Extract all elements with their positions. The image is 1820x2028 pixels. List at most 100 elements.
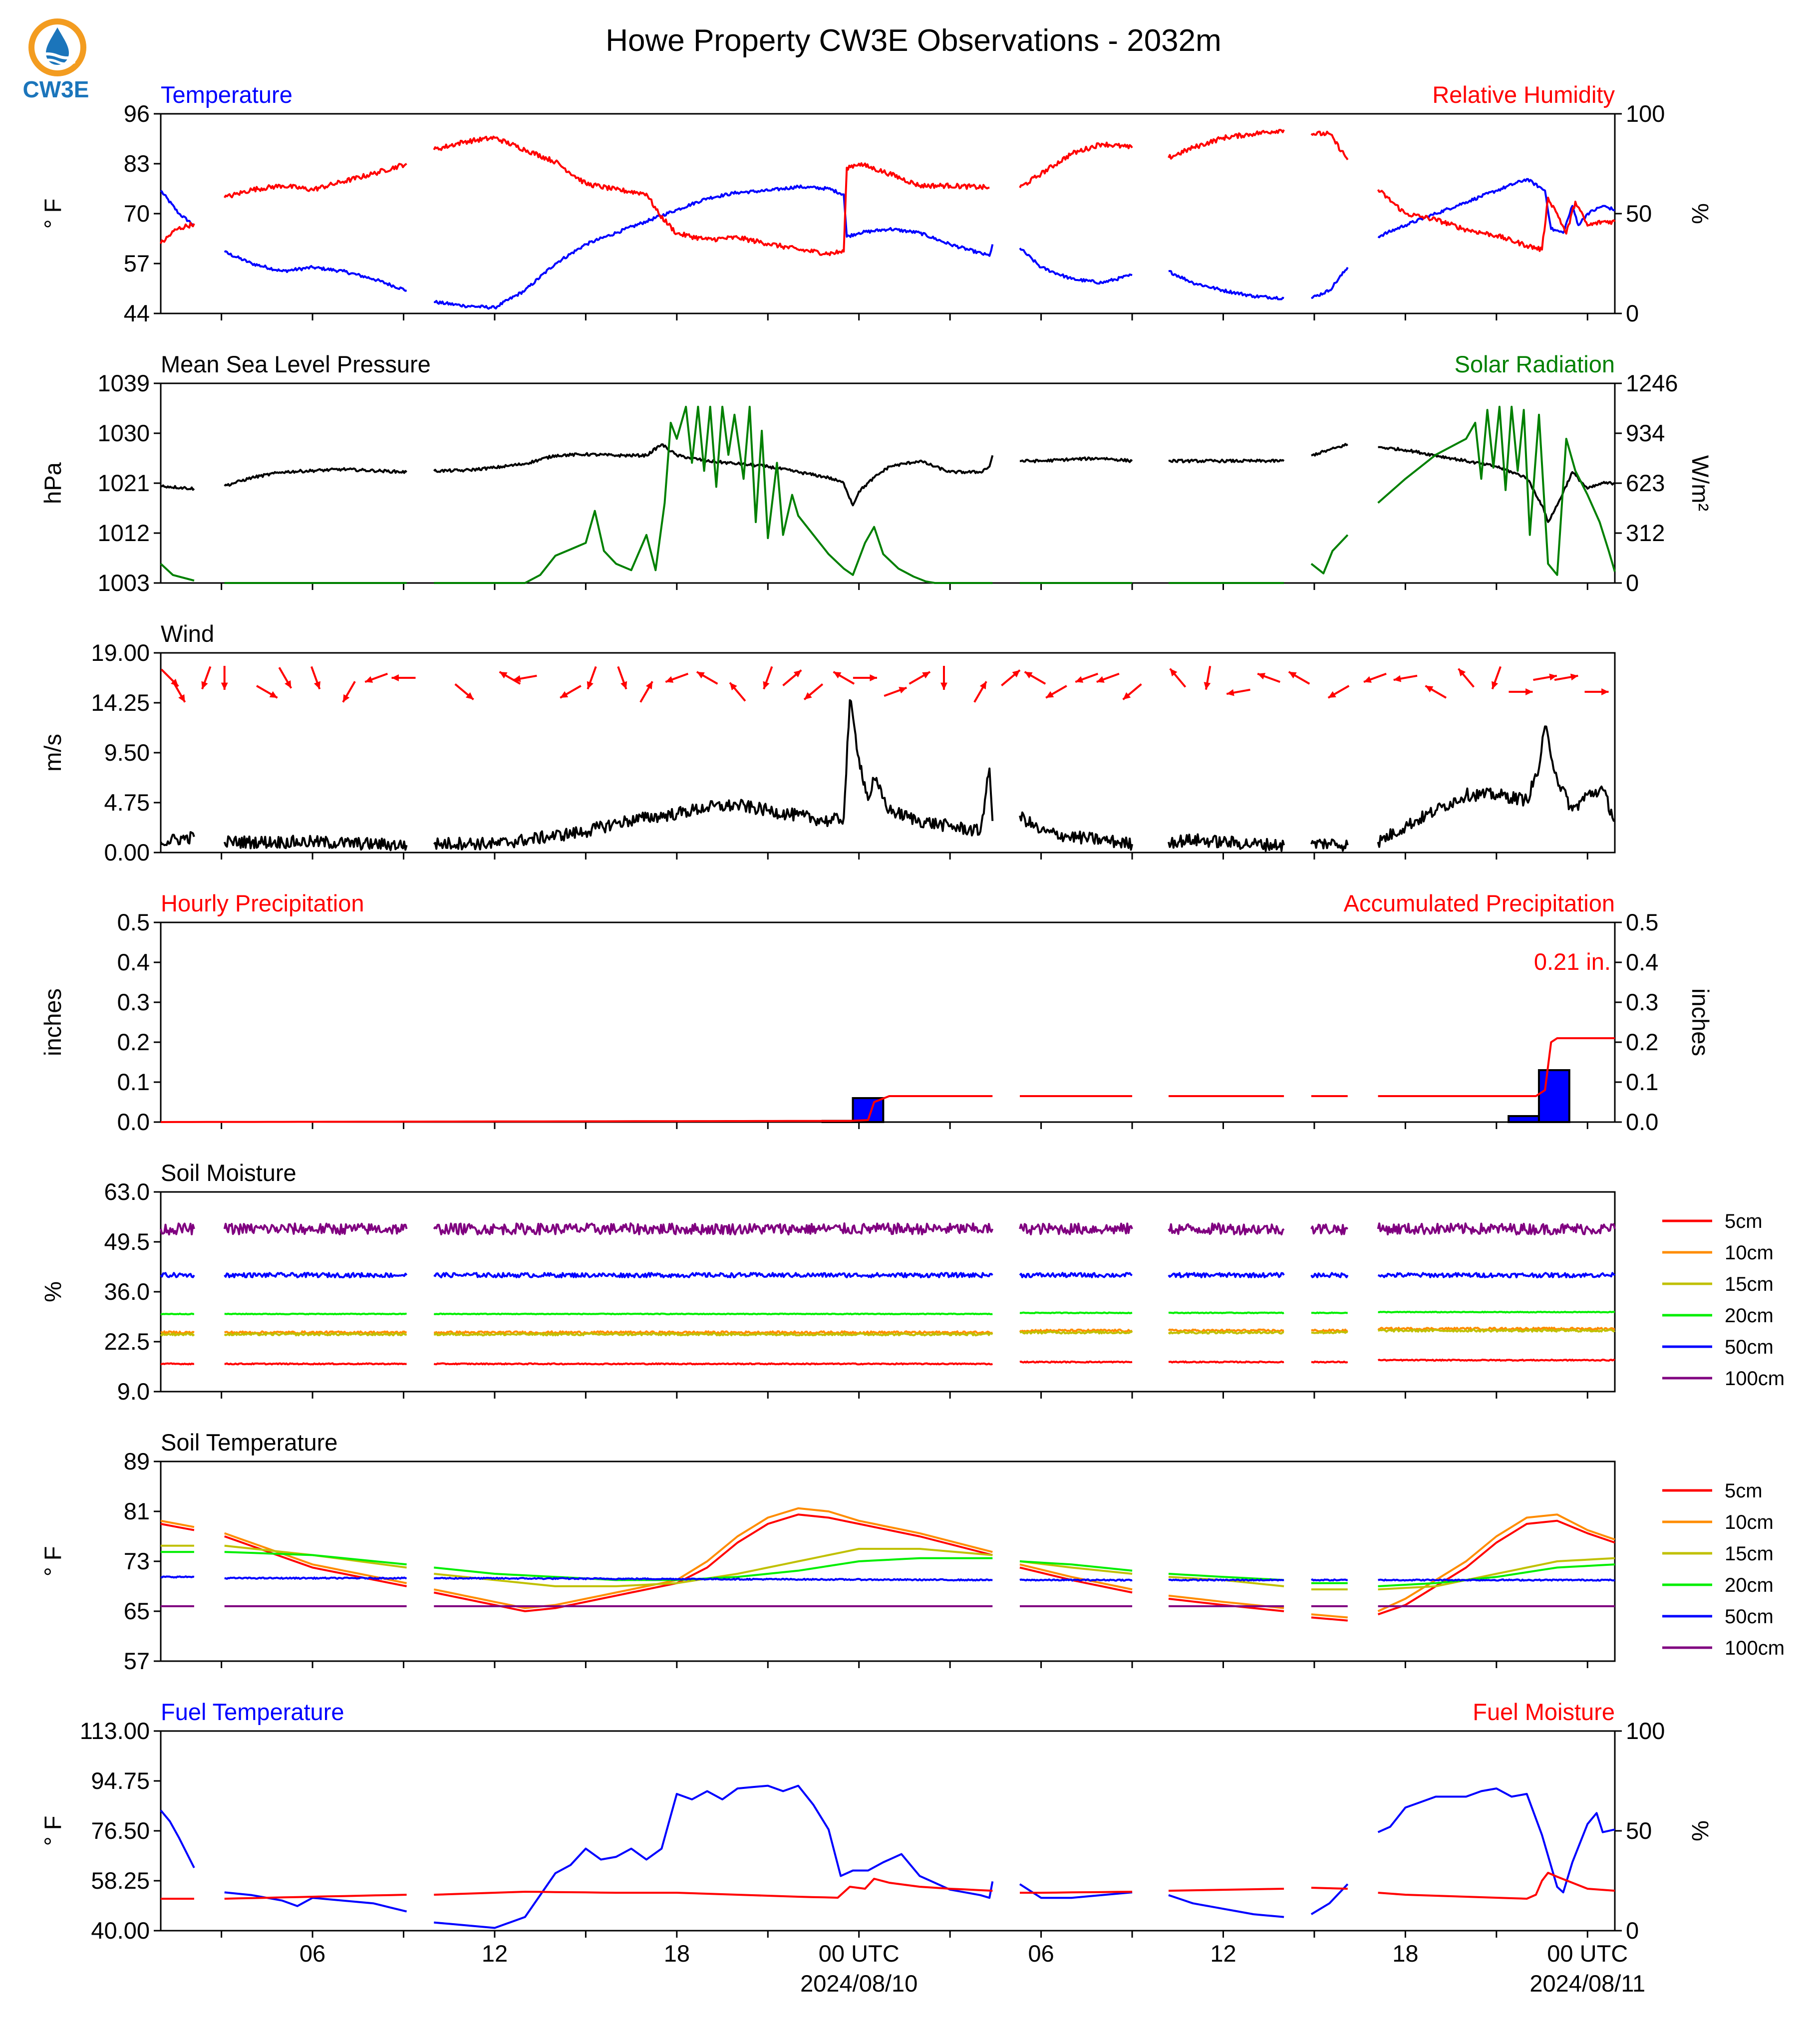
wind-arrow-icon bbox=[1554, 673, 1578, 681]
wind-arrow-head bbox=[343, 694, 350, 702]
y-tick-label-right: 0.1 bbox=[1626, 1069, 1658, 1095]
y-axis-label-left: inches bbox=[39, 988, 66, 1056]
y-tick-label-left: 76.50 bbox=[91, 1817, 150, 1844]
x-tick-label: 18 bbox=[1392, 1940, 1418, 1967]
plot-frame bbox=[160, 1730, 1616, 1932]
x-date-label: 2024/08/11 bbox=[1529, 1970, 1645, 1997]
legend-label: 20cm bbox=[1725, 1574, 1774, 1596]
wind-arrow-head bbox=[221, 682, 228, 690]
wind-arrow-icon bbox=[160, 668, 179, 687]
y-tick-label-right: 50 bbox=[1626, 200, 1652, 227]
series-line-solar-radiation bbox=[160, 405, 1616, 584]
wind-arrow-head bbox=[1458, 668, 1466, 677]
series-line-15cm bbox=[160, 1328, 1616, 1337]
series-line-100cm bbox=[160, 1222, 1616, 1236]
y-tick-label-left: 57 bbox=[124, 250, 150, 277]
wind-arrow-icon bbox=[256, 685, 278, 699]
y-tick-label-left: 58.25 bbox=[91, 1867, 150, 1894]
y-tick-label-right: 0 bbox=[1626, 1917, 1639, 1944]
panel-wind: Wind 19.00 14.25 9.50 4.75 0.00 m/s bbox=[39, 620, 1616, 866]
x-tick-label: 00 UTC bbox=[1547, 1940, 1628, 1967]
logo-text: CW3E bbox=[23, 76, 89, 102]
accumulated-total-annotation: 0.21 in. bbox=[1534, 948, 1611, 975]
y-tick-label-left: 36.0 bbox=[104, 1278, 150, 1305]
panel-left-title: Mean Sea Level Pressure bbox=[161, 351, 431, 377]
wind-arrow-icon bbox=[973, 681, 987, 703]
wind-arrow-head bbox=[645, 681, 653, 690]
y-tick-label-left: 0.0 bbox=[117, 1109, 150, 1135]
wind-arrow-icon bbox=[310, 666, 321, 690]
wind-arrow-icon bbox=[1257, 672, 1280, 683]
wind-arrow-head bbox=[979, 681, 986, 690]
wind-arrow-head bbox=[665, 676, 674, 683]
wind-arrow-icon bbox=[1533, 673, 1557, 681]
wind-arrow-icon bbox=[1509, 688, 1533, 695]
wind-arrow-icon bbox=[342, 681, 356, 703]
wind-arrow-icon bbox=[499, 671, 521, 685]
figure-title: Howe Property CW3E Observations - 2032m bbox=[606, 23, 1221, 58]
series-line-fuel-moisture bbox=[161, 1872, 1615, 1900]
series-line-15cm bbox=[161, 1544, 1615, 1591]
wind-arrow-icon bbox=[1363, 672, 1387, 683]
wind-arrow-icon bbox=[1045, 685, 1067, 699]
legend-label: 20cm bbox=[1725, 1305, 1774, 1327]
wind-arrow-icon bbox=[1169, 668, 1187, 688]
wind-arrow-icon bbox=[665, 672, 689, 683]
x-tick-label: 06 bbox=[300, 1940, 325, 1967]
panel-right-title: Accumulated Precipitation bbox=[1344, 890, 1615, 916]
wind-arrow-head bbox=[1012, 670, 1020, 678]
y-tick-label-left: 19.00 bbox=[91, 639, 150, 666]
y-tick-label-left: 73 bbox=[124, 1548, 150, 1574]
plot-frame bbox=[160, 113, 1616, 314]
wind-arrow-icon bbox=[1075, 672, 1099, 683]
wind-arrow-icon bbox=[587, 666, 597, 690]
wind-arrow-head bbox=[269, 691, 278, 698]
y-tick-label-right: 100 bbox=[1626, 1718, 1665, 1744]
y-tick-label-left: 89 bbox=[124, 1448, 150, 1474]
wind-arrow-icon bbox=[940, 666, 947, 690]
series-line-10cm bbox=[160, 1507, 1615, 1619]
series-line-relative-humidity bbox=[160, 129, 1616, 257]
y-tick-label-left: 94.75 bbox=[91, 1767, 150, 1794]
wind-arrow-icon bbox=[1491, 666, 1502, 690]
wind-arrow-head bbox=[1393, 675, 1402, 682]
wind-arrow-icon bbox=[1001, 669, 1021, 686]
wind-arrow-icon bbox=[909, 671, 931, 685]
panel-fuel: Fuel Temperature Fuel Moisture 113.00 94.75… bbox=[39, 1699, 1714, 1944]
wind-arrow-head bbox=[1364, 676, 1372, 683]
legend-label: 50cm bbox=[1725, 1606, 1774, 1628]
wind-arrow-head bbox=[560, 691, 569, 698]
wind-arrow-icon bbox=[1024, 671, 1046, 685]
x-tick-label: 06 bbox=[1028, 1940, 1054, 1967]
panel-soil-temperature: Soil Temperature 89 81 73 65 57 ° F 5cm 10cm 15cm… bbox=[39, 1429, 1785, 1674]
x-tick-label: 12 bbox=[1210, 1940, 1236, 1967]
y-tick-label-left: 1012 bbox=[97, 520, 150, 546]
y-tick-label-left: 0.4 bbox=[117, 949, 150, 975]
wind-arrow-icon bbox=[763, 666, 773, 690]
y-tick-label-right: 934 bbox=[1626, 420, 1665, 446]
wind-arrow-icon bbox=[278, 667, 293, 689]
wind-arrow-head bbox=[696, 672, 705, 679]
panel-precipitation: Hourly Precipitation Accumulated Precipit… bbox=[39, 890, 1714, 1135]
y-tick-label-left: 49.5 bbox=[104, 1228, 150, 1255]
wind-arrow-head bbox=[313, 681, 320, 689]
precip-bar bbox=[1508, 1115, 1540, 1123]
y-tick-label-left: 65 bbox=[124, 1598, 150, 1624]
plot-frame bbox=[160, 921, 1616, 1123]
wind-arrow-icon bbox=[617, 666, 627, 690]
y-axis-label-left: ° F bbox=[39, 199, 66, 229]
wind-arrow-icon bbox=[1584, 688, 1609, 695]
panel-right-title: Solar Radiation bbox=[1455, 351, 1615, 377]
wind-arrow-icon bbox=[391, 674, 416, 681]
series-line-5cm bbox=[160, 1513, 1615, 1622]
wind-arrow-icon bbox=[853, 674, 877, 681]
wind-arrow-icon bbox=[833, 671, 855, 685]
y-tick-label-left: 63.0 bbox=[104, 1178, 150, 1205]
y-tick-label-right: 623 bbox=[1626, 470, 1665, 496]
wind-arrow-icon bbox=[1096, 672, 1120, 683]
wind-arrow-icon bbox=[729, 682, 746, 702]
wind-arrow-icon bbox=[803, 683, 824, 700]
wind-arrow-head bbox=[1046, 691, 1054, 698]
legend-label: 5cm bbox=[1725, 1480, 1763, 1502]
wind-arrow-head bbox=[804, 692, 812, 700]
